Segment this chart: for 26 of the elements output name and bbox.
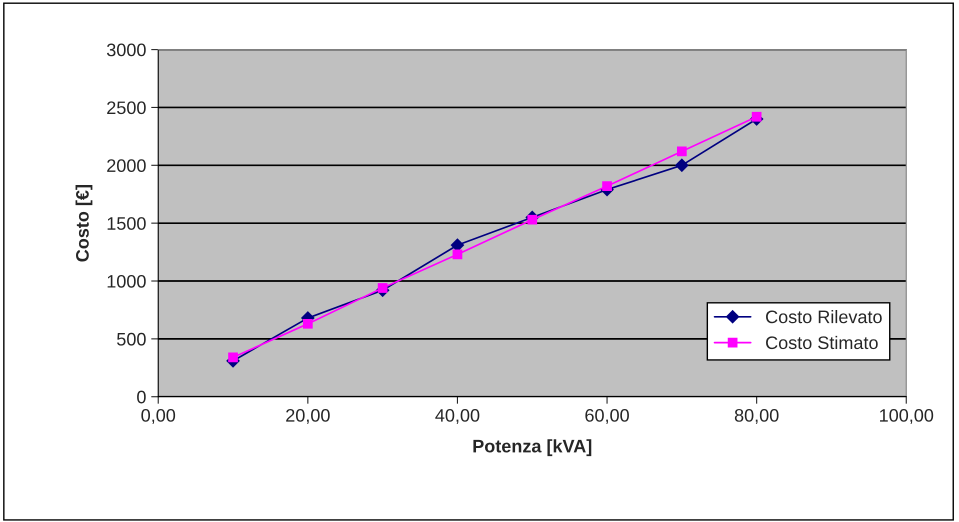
legend-label: Costo Rilevato xyxy=(766,310,882,324)
point xyxy=(228,352,238,362)
y-tick-label: 0 xyxy=(137,390,146,404)
y-tick-label: 1500 xyxy=(108,217,146,230)
y-tick-label: 2500 xyxy=(107,101,146,114)
point xyxy=(602,181,612,191)
x-tick-label: 0,00 xyxy=(141,409,176,424)
y-tick-label: 500 xyxy=(117,332,146,346)
x-tick-label: 80,00 xyxy=(734,409,779,424)
point xyxy=(527,214,538,225)
x-tick-label: 60,00 xyxy=(585,409,629,424)
x-tick-label: 20,00 xyxy=(286,409,330,424)
y-tick-label: 3000 xyxy=(106,44,146,56)
point xyxy=(302,318,313,329)
x-tick-label: 40,00 xyxy=(435,409,480,424)
point xyxy=(452,250,462,260)
point xyxy=(675,158,688,172)
legend-label: Costo Stimato xyxy=(766,336,878,350)
point xyxy=(378,283,388,293)
x-tick-label: 100,00 xyxy=(880,409,934,424)
x-axis-title: Potenza [kVA] xyxy=(473,439,592,456)
point xyxy=(676,146,687,156)
point xyxy=(752,112,762,122)
y-axis-title: Costo [€] xyxy=(76,185,92,262)
y-tick-label: 2000 xyxy=(107,159,146,172)
y-tick-label: 1000 xyxy=(108,274,146,288)
